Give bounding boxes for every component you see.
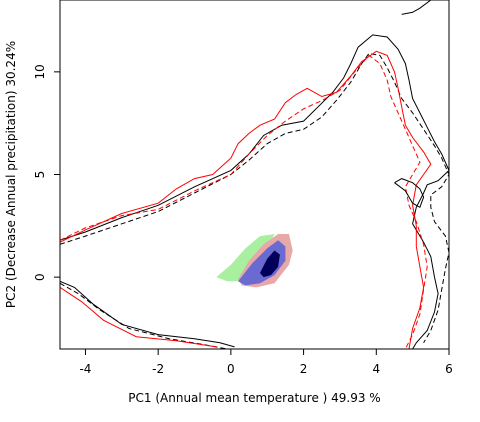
density-region-dark_blue — [260, 250, 280, 278]
density-region-green — [216, 234, 275, 282]
plot-frame — [59, 0, 450, 350]
y-axis: 0 5 10 — [33, 64, 60, 281]
contour-lines — [60, 0, 449, 349]
x-tick-label: -4 — [79, 362, 91, 376]
contour-line-red-solid-2 — [60, 286, 217, 348]
x-tick-label: -2 — [152, 362, 164, 376]
y-tick-label: 0 — [33, 273, 47, 281]
x-tick-label: 6 — [445, 362, 453, 376]
contour-line-black-solid-7 — [401, 0, 449, 15]
x-tick-label: 0 — [227, 362, 235, 376]
contour-line-black-solid-3 — [60, 34, 449, 349]
y-tick-label: 10 — [33, 64, 47, 79]
x-tick-label: 2 — [300, 362, 308, 376]
contour-line-black-dashed-1 — [60, 282, 228, 349]
contour-line-black-solid-0 — [60, 280, 235, 348]
y-axis-title: PC2 (Decrease Annual precipitation) 30.2… — [4, 41, 18, 308]
density-layer — [216, 234, 293, 288]
x-axis-title: PC1 (Annual mean temperature ) 49.93 % — [128, 391, 380, 405]
density-region-blue — [238, 240, 286, 286]
x-tick-label: 4 — [372, 362, 380, 376]
contour-line-red-solid-5 — [60, 50, 432, 349]
y-tick-label: 5 — [33, 171, 47, 179]
contour-line-red-dashed-6 — [60, 54, 428, 349]
x-axis: -4 -2 0 2 4 6 — [79, 349, 453, 376]
contour-line-black-solid-8 — [394, 178, 425, 209]
contour-line-black-dashed-4 — [60, 52, 449, 344]
